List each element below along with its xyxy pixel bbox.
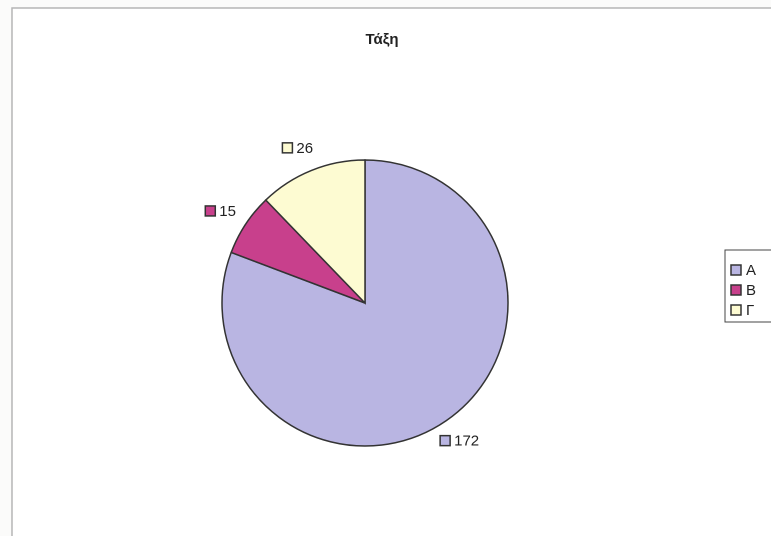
chart-title: Τάξη (365, 31, 398, 48)
data-label: 15 (219, 203, 236, 220)
data-label-key (439, 434, 451, 447)
data-label-key (204, 205, 217, 217)
legend-key (730, 304, 742, 316)
pie-slice (264, 159, 366, 305)
legend-label: B (746, 282, 756, 299)
legend-key (730, 264, 742, 276)
data-label: 172 (454, 433, 479, 450)
data-label: 26 (296, 140, 313, 157)
legend-label: A (746, 262, 756, 279)
data-label-key (281, 142, 294, 154)
legend-label: Γ (746, 302, 754, 319)
legend-key (730, 284, 742, 296)
